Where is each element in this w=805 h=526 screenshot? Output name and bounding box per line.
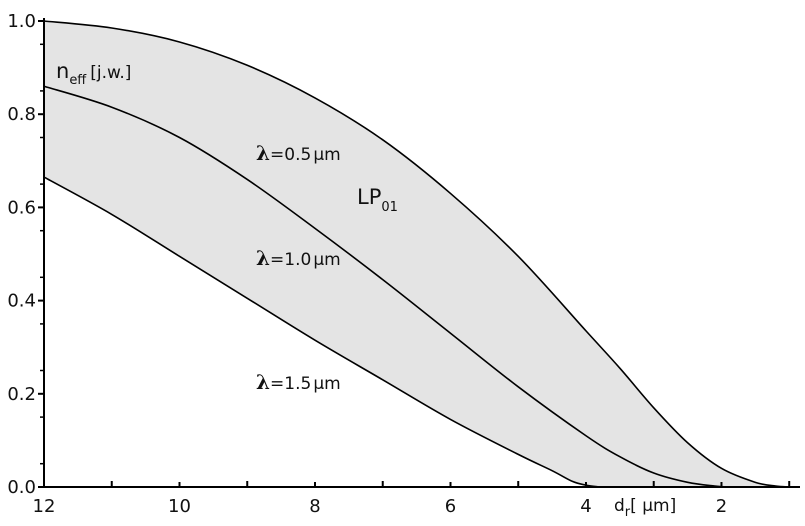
series-line-2	[43, 176, 600, 488]
series-label-2: λ=1.5 μm	[256, 370, 341, 394]
y-axis-label-sub: eff	[69, 73, 87, 88]
plot-fill-layer	[44, 21, 790, 487]
x-ticks: 12 10 8 6 4 2	[33, 481, 791, 517]
y-tick-label: 0.8	[7, 104, 36, 125]
series-label-1-value: =1.0	[270, 250, 311, 270]
x-axis-label-sub: r	[625, 505, 631, 520]
y-tick-label: 0.4	[7, 291, 36, 312]
series-label-2-unit: μm	[313, 374, 340, 394]
y-ticks: 0.0 0.2 0.4 0.6 0.8 1.0	[7, 11, 44, 498]
axes: 0.0 0.2 0.4 0.6 0.8 1.0 12 10 8 6 4 2	[7, 11, 800, 517]
series-label-0-unit: μm	[313, 145, 340, 165]
x-tick-label: 2	[716, 496, 727, 517]
y-tick-label: 0.2	[7, 384, 36, 405]
annotations: neff [j.w.] dr[ μm] LP01 λ=0.5 μm λ=1.0 μm …	[56, 59, 676, 520]
x-axis-label-main: d	[614, 496, 625, 516]
y-axis-label-unit: [j.w.]	[90, 63, 131, 83]
x-tick-label: 6	[445, 496, 456, 517]
series-line-1	[43, 85, 729, 488]
y-axis-label: neff [j.w.]	[56, 59, 131, 88]
region-label-main: LP	[357, 185, 381, 209]
fill-between-band	[44, 21, 790, 487]
series-line-0	[43, 20, 790, 488]
region-label-sub: 01	[381, 200, 398, 215]
x-tick-label: 4	[580, 496, 591, 517]
y-tick-label: 0.0	[7, 477, 36, 498]
region-label: LP01	[357, 185, 398, 215]
series-label-1: λ=1.0 μm	[256, 246, 341, 270]
x-tick-label: 10	[168, 496, 191, 517]
series-label-1-symbol: λ	[256, 246, 270, 270]
y-tick-label: 0.6	[7, 197, 36, 218]
y-axis-label-main: n	[56, 59, 69, 83]
series-label-1-unit: μm	[313, 250, 340, 270]
series-label-0: λ=0.5 μm	[256, 141, 341, 165]
series-label-2-value: =1.5	[270, 374, 311, 394]
x-axis-label: dr[ μm]	[614, 496, 676, 520]
series-label-0-value: =0.5	[270, 145, 311, 165]
y-tick-label: 1.0	[7, 11, 36, 32]
series-layer	[43, 20, 790, 488]
x-tick-label: 12	[33, 496, 56, 517]
x-axis-label-unit: [ μm]	[630, 496, 676, 516]
series-label-0-symbol: λ	[256, 141, 270, 165]
x-tick-label: 8	[309, 496, 320, 517]
series-label-2-symbol: λ	[256, 370, 270, 394]
